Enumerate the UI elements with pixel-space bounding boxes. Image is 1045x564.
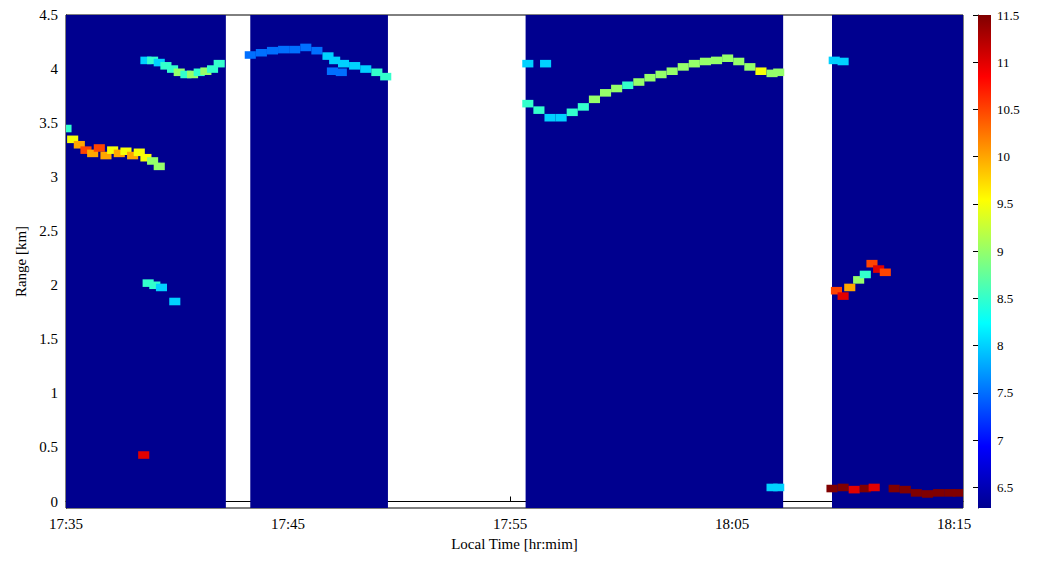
svg-text:17:55: 17:55: [493, 516, 527, 532]
svg-text:2: 2: [51, 277, 59, 293]
svg-text:0: 0: [51, 494, 59, 510]
svg-text:Range [km]: Range [km]: [13, 226, 29, 297]
svg-text:17:35: 17:35: [49, 516, 83, 532]
svg-text:18:15: 18:15: [937, 516, 971, 532]
svg-text:4.5: 4.5: [39, 7, 58, 23]
svg-text:0.5: 0.5: [39, 439, 58, 455]
svg-text:9: 9: [997, 244, 1004, 259]
svg-text:10.5: 10.5: [997, 102, 1020, 117]
svg-text:17:45: 17:45: [271, 516, 305, 532]
svg-text:1.5: 1.5: [39, 331, 58, 347]
svg-text:7.5: 7.5: [997, 385, 1013, 400]
svg-text:2.5: 2.5: [39, 223, 58, 239]
svg-text:Local Time [hr:mim]: Local Time [hr:mim]: [451, 536, 578, 552]
svg-text:18:05: 18:05: [715, 516, 749, 532]
svg-text:6.5: 6.5: [997, 480, 1013, 495]
svg-text:3.5: 3.5: [39, 115, 58, 131]
svg-text:8: 8: [997, 338, 1004, 353]
svg-text:11: 11: [997, 55, 1010, 70]
svg-text:3: 3: [51, 169, 59, 185]
svg-text:1: 1: [51, 385, 59, 401]
svg-text:11.5: 11.5: [997, 8, 1019, 23]
svg-text:4: 4: [51, 61, 59, 77]
svg-text:8.5: 8.5: [997, 291, 1013, 306]
svg-text:9.5: 9.5: [997, 196, 1013, 211]
svg-text:10: 10: [997, 149, 1010, 164]
svg-text:7: 7: [997, 433, 1004, 448]
